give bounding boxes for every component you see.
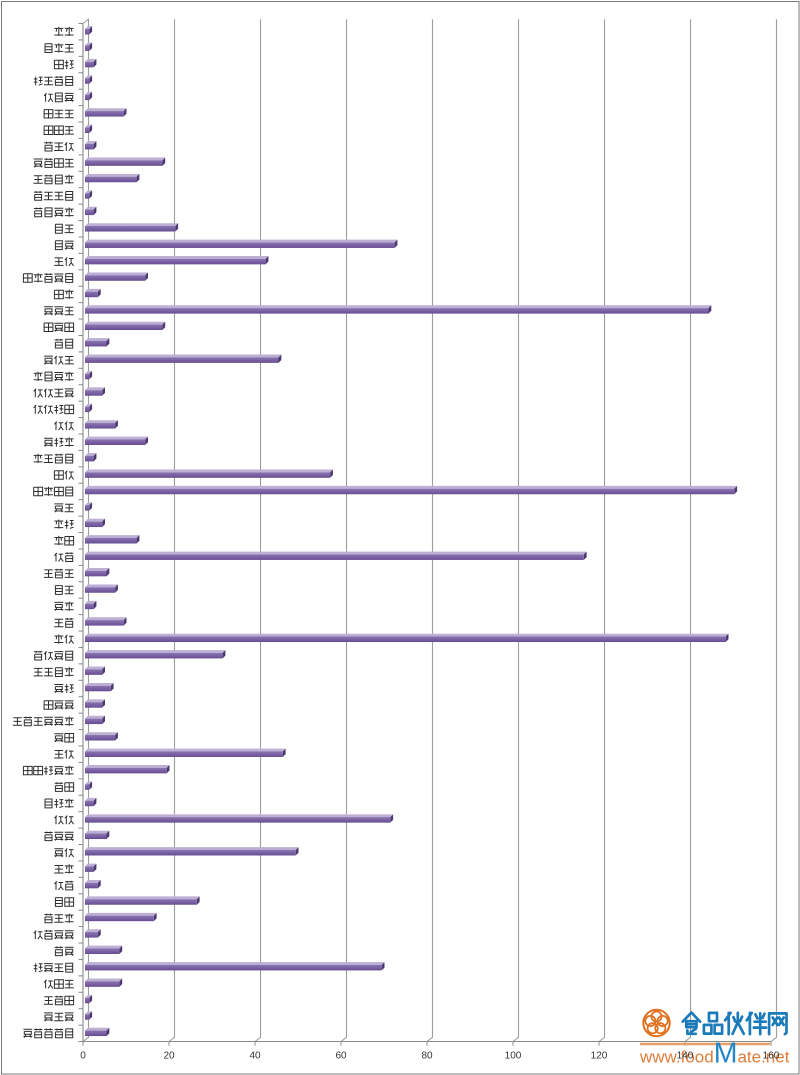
- svg-text:40: 40: [249, 1051, 261, 1062]
- svg-text:60: 60: [335, 1051, 347, 1062]
- svg-text:20: 20: [163, 1051, 175, 1062]
- svg-text:120: 120: [591, 1051, 608, 1062]
- svg-text:80: 80: [421, 1051, 433, 1062]
- svg-text:0: 0: [80, 1051, 86, 1062]
- svg-text:100: 100: [505, 1051, 522, 1062]
- svg-text:140: 140: [677, 1051, 694, 1062]
- svg-text:160: 160: [763, 1051, 780, 1062]
